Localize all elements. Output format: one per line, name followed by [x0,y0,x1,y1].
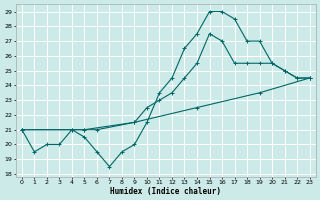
X-axis label: Humidex (Indice chaleur): Humidex (Indice chaleur) [110,187,221,196]
